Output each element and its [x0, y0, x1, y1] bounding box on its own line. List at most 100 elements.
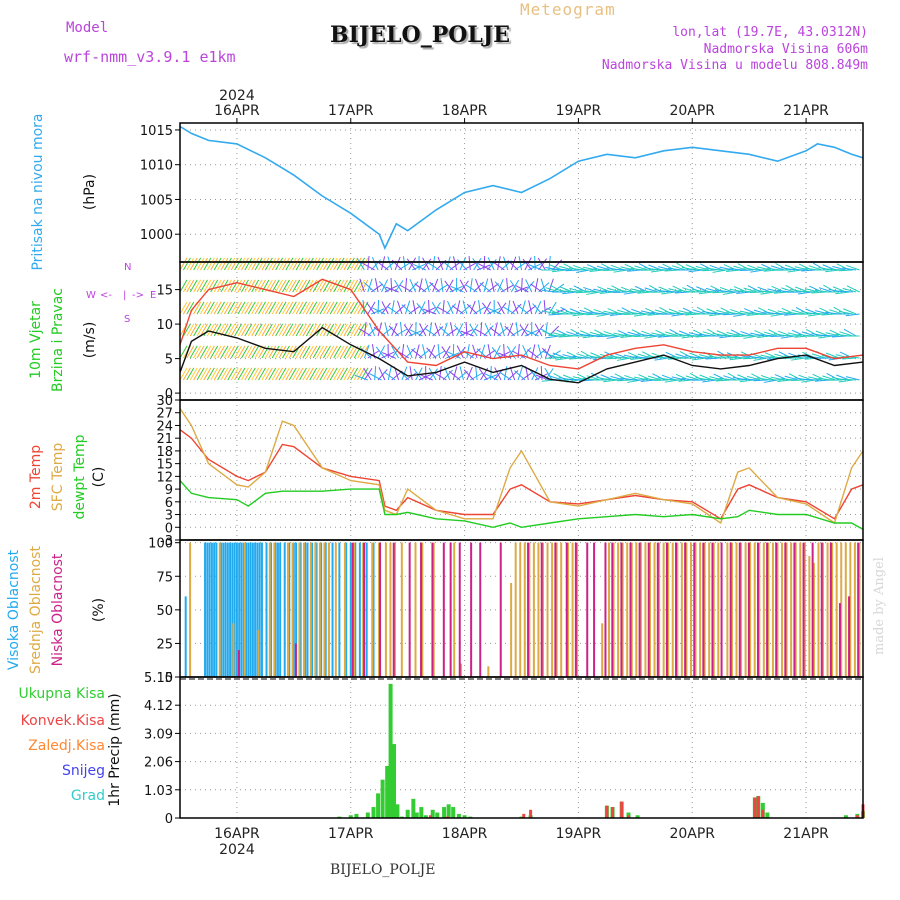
wind-barb: [552, 332, 567, 337]
clouds-frame: [179, 539, 864, 678]
wind-barb: [196, 367, 205, 381]
wind-barb: [285, 279, 294, 293]
wind-barb: [510, 256, 517, 271]
temperature-series-line: [179, 480, 864, 531]
wind-barb: [522, 258, 533, 271]
wind-barb: [285, 301, 294, 315]
precip-ytick-label: 2.06: [144, 756, 173, 771]
wind-barb: [412, 300, 417, 315]
wind-barb: [210, 279, 219, 293]
wind-barb: [503, 256, 509, 271]
wind-barb: [760, 354, 775, 359]
top-day-label: 18APR: [442, 103, 488, 119]
wind-barb: [603, 290, 618, 293]
wind-barb: [583, 286, 597, 293]
wind-barb: [489, 327, 502, 337]
wind-barb: [434, 372, 447, 381]
wind-barb: [292, 323, 301, 337]
wind-barb: [838, 310, 853, 315]
wind-barb: [463, 369, 475, 381]
wind-barb: [305, 367, 314, 381]
wind-barb: [409, 279, 417, 293]
wind-barb: [506, 278, 509, 293]
wind-barb: [309, 257, 318, 271]
wind-barb: [346, 257, 355, 271]
wind-barb: [647, 375, 662, 381]
wind-barb: [760, 291, 775, 295]
wind-barb: [200, 301, 208, 315]
wind-barb: [565, 269, 580, 272]
wind-barb: [223, 367, 232, 381]
wind-barb: [295, 257, 304, 271]
wind-barb: [698, 291, 713, 295]
wind-barb: [285, 367, 294, 381]
wind-barb: [503, 366, 508, 381]
precip-bar: [843, 815, 848, 818]
wind-barb: [193, 257, 202, 271]
wind-barb: [464, 284, 478, 293]
wind-barb: [206, 301, 215, 315]
wind-barb: [299, 323, 307, 337]
wind-barb: [336, 257, 345, 271]
wind-barb: [469, 324, 479, 337]
wind-barb: [593, 308, 608, 315]
wind-barb: [399, 284, 413, 293]
wind-barb: [203, 279, 212, 293]
wind-barb: [264, 301, 273, 315]
precip-bar: [348, 815, 353, 818]
bottom-day-label: 20APR: [669, 826, 715, 842]
wind-barb: [478, 368, 488, 381]
wind-barb: [709, 376, 724, 381]
wind-barb: [545, 287, 560, 293]
wind-barb: [479, 282, 492, 293]
wind-barb: [445, 256, 451, 271]
wind-barb: [808, 313, 823, 317]
wind-barb: [743, 378, 758, 381]
wind-barb: [568, 357, 584, 360]
wind-barb: [685, 334, 700, 337]
wind-barb: [357, 367, 366, 381]
wind-barb: [299, 345, 307, 359]
wind-barb: [391, 300, 395, 315]
wind-barb: [394, 280, 404, 293]
wind-barb: [692, 309, 707, 315]
wind-barb: [343, 323, 352, 337]
wind-barb: [451, 305, 464, 315]
wind-barb: [375, 346, 386, 359]
wind-barb: [531, 367, 539, 381]
wind-barb: [244, 367, 253, 381]
wind-barb: [387, 366, 392, 381]
wind-barb: [220, 301, 229, 315]
wind-barb: [548, 301, 557, 315]
wind-barb: [193, 301, 202, 315]
wind-barb: [528, 300, 533, 315]
wind-barb: [839, 331, 853, 337]
wind-barb: [450, 322, 454, 337]
wind-barb: [493, 345, 501, 359]
compass-north: N: [124, 262, 131, 273]
wind-barb: [203, 257, 212, 271]
precip-bar: [446, 804, 451, 818]
wind-barb: [363, 282, 375, 293]
wind-barb: [422, 257, 430, 271]
precip-bar: [385, 765, 390, 818]
precip-bar: [451, 807, 456, 818]
wind-barb: [285, 323, 294, 337]
wind-barb: [282, 345, 290, 359]
precip-bar: [388, 683, 393, 818]
wind-barb: [722, 313, 737, 316]
wind-barb: [575, 269, 590, 273]
wind-barb: [367, 256, 370, 271]
wind-barb: [415, 344, 420, 359]
wind-barb: [484, 373, 498, 381]
wind-barb: [223, 345, 232, 359]
wind-barb: [481, 302, 492, 315]
model-label: Model: [66, 20, 109, 36]
wind-barb: [750, 269, 765, 273]
wind-barb: [674, 312, 689, 315]
wind-barb: [305, 323, 314, 337]
precip-ytick-label: 3.09: [144, 727, 173, 742]
wind-barb: [441, 346, 451, 359]
wind-barb: [302, 257, 311, 271]
wind-barb: [437, 344, 441, 359]
